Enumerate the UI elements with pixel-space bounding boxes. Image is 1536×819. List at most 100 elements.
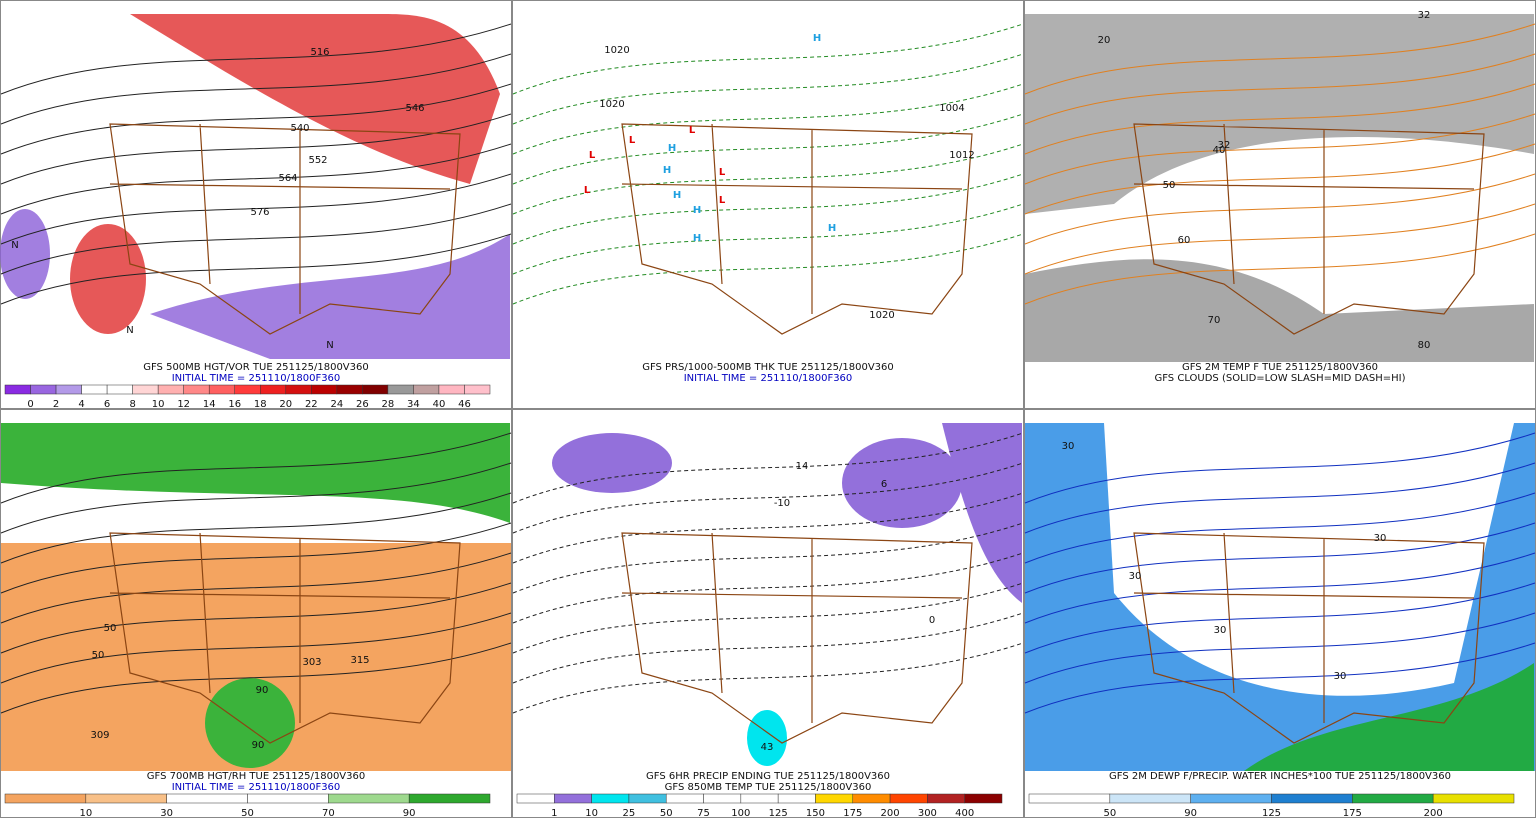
colorbar-label: 300 (918, 808, 937, 819)
colorbar-swatch (4, 384, 31, 395)
contour (1024, 203, 1536, 275)
map-label: 309 (90, 730, 109, 741)
contour (1024, 23, 1536, 95)
precip (942, 423, 1022, 603)
colorbar-swatch (852, 793, 891, 804)
contour (512, 173, 1024, 245)
colorbar-label: 0 (27, 399, 33, 410)
map-label: L (689, 125, 696, 136)
colorbar-label: 30 (160, 808, 173, 819)
colorbar-swatch (311, 384, 338, 395)
colorbar-label: 24 (330, 399, 343, 410)
colorbar-swatch (516, 793, 555, 804)
map-label: 14 (796, 461, 809, 472)
colorbar-swatch (55, 384, 82, 395)
map-label: 60 (1178, 235, 1191, 246)
contour (1024, 642, 1536, 714)
panel: 303 309 315 50 50 90 90 GFS 700MB HGT/RH TUE 25… (0, 409, 512, 819)
panel: 30 30 30 30 30 GFS 2M DEWP F/PRECIP. WATER IN… (1024, 409, 1536, 819)
colorbar-label: 16 (228, 399, 241, 410)
colorbar-swatch (30, 384, 57, 395)
colorbar-swatch (81, 384, 108, 395)
contour (1024, 83, 1536, 155)
contour (512, 23, 1024, 95)
colorbar-label: 8 (129, 399, 135, 410)
contour (1024, 53, 1536, 125)
colorbar-label: 26 (356, 399, 369, 410)
colorbar-swatch (247, 793, 329, 804)
colorbar-label: 1 (551, 808, 557, 819)
colorbar-swatch (927, 793, 965, 804)
colorbar-label: 14 (203, 399, 216, 410)
contour (1024, 233, 1536, 305)
caption: GFS 6HR PRECIP ENDING TUE 251125/1800V36… (646, 771, 890, 782)
colorbar-label: 70 (322, 808, 335, 819)
colorbar-swatch (740, 793, 779, 804)
colorbar-swatch (1432, 793, 1515, 804)
panel: 540 552 564 576 546 516 N N N GFS 500MB HGT/VOR T… (0, 0, 512, 410)
caption: GFS 500MB HGT/VOR TUE 251125/1800V360 (143, 362, 369, 373)
map-label: H (693, 205, 701, 216)
vorticity-blob (70, 224, 146, 334)
map-label: 32 (1218, 140, 1231, 151)
colorbar-swatch (408, 793, 491, 804)
map-label: L (584, 185, 591, 196)
contour (0, 462, 512, 534)
colorbar-swatch (1028, 793, 1111, 804)
map-label: L (719, 167, 726, 178)
contour (512, 612, 1024, 684)
caption: GFS CLOUDS (SOLID=LOW SLASH=MID DASH=HI) (1154, 373, 1405, 384)
colorbar-swatch (665, 793, 704, 804)
contour (0, 143, 512, 215)
colorbar-swatch (157, 384, 184, 395)
colorbar-swatch (964, 793, 1003, 804)
map-label: N (11, 240, 18, 251)
colorbar-swatch (4, 793, 87, 804)
colorbar-label: 50 (241, 808, 254, 819)
vorticity-neg (0, 209, 50, 299)
map-label: 1020 (869, 310, 894, 321)
colorbar-swatch (554, 793, 592, 804)
map-label: 32 (1418, 10, 1431, 21)
clouds (1025, 259, 1534, 362)
caption: GFS 2M TEMP F TUE 251125/1800V360 (1182, 362, 1378, 373)
colorbar-label: 90 (403, 808, 416, 819)
map-label: 540 (290, 123, 309, 134)
colorbar-label: 50 (1103, 808, 1116, 819)
precip (552, 433, 672, 493)
map-label: 1020 (604, 45, 629, 56)
map-label: 90 (252, 740, 265, 751)
map-label: 546 (405, 103, 424, 114)
colorbar-label: 90 (1184, 808, 1197, 819)
caption: GFS 850MB TEMP TUE 251125/1800V360 (665, 782, 872, 793)
contour (0, 642, 512, 714)
map-label: H (663, 165, 671, 176)
colorbar-label: 10 (152, 399, 165, 410)
map-label: 20 (1098, 35, 1111, 46)
contour (512, 642, 1024, 714)
map-label: H (673, 190, 681, 201)
map-label: 80 (1418, 340, 1431, 351)
contour (512, 552, 1024, 624)
colorbar-swatch (362, 384, 389, 395)
contour (512, 462, 1024, 534)
map-label: 315 (350, 655, 369, 666)
contour (1024, 552, 1536, 624)
contour (0, 552, 512, 624)
colorbar-swatch (234, 384, 261, 395)
contour (1024, 612, 1536, 684)
colorbar-swatch (183, 384, 210, 395)
colorbar-label: 125 (769, 808, 788, 819)
dewpoint-land (1104, 423, 1514, 696)
contour (0, 432, 512, 504)
colorbar-swatch (1109, 793, 1191, 804)
colorbar-label: 100 (731, 808, 750, 819)
contour (0, 23, 512, 95)
map-label: 552 (308, 155, 327, 166)
colorbar-swatch (438, 384, 465, 395)
colorbar-label: 20 (279, 399, 292, 410)
colorbar-swatch (260, 384, 287, 395)
